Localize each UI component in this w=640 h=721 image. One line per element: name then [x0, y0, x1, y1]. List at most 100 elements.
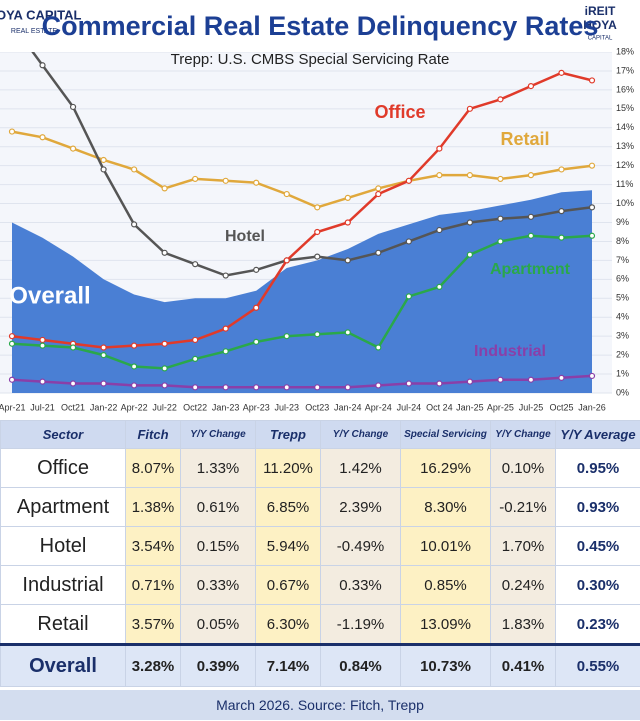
- value-cell: 3.54%: [125, 526, 181, 566]
- point: [375, 382, 382, 389]
- point: [161, 340, 168, 347]
- point: [375, 185, 382, 192]
- header-cell: Y/Y Change: [320, 420, 401, 449]
- point: [588, 77, 596, 84]
- point: [466, 105, 473, 112]
- point: [192, 355, 199, 362]
- point: [344, 194, 351, 201]
- value-cell: 0.84%: [320, 643, 401, 687]
- x-tick-label: Jul-25: [519, 402, 544, 412]
- logo-right-tag: CAPITAL: [588, 36, 613, 42]
- logo-left-sub: REAL ESTATE: [11, 28, 57, 35]
- point: [527, 376, 535, 383]
- point: [436, 283, 443, 291]
- x-tick-label: Jan-23: [212, 402, 240, 412]
- x-tick-label: Oct21: [61, 402, 85, 412]
- value-cell: 0.95%: [555, 448, 640, 488]
- x-tick-label: Apr-21: [0, 402, 26, 412]
- y-tick-label: 12%: [616, 160, 634, 170]
- point: [558, 166, 565, 173]
- value-cell: 0.41%: [490, 643, 556, 687]
- chart: HOYA CAPITAL REAL ESTATE iREIT HOYA CAPI…: [0, 4, 635, 413]
- value-cell: 13.09%: [400, 604, 491, 645]
- point: [466, 378, 473, 385]
- point: [375, 249, 382, 256]
- point: [436, 380, 443, 387]
- point: [558, 374, 565, 381]
- point: [466, 219, 473, 226]
- value-cell: 0.33%: [180, 565, 256, 605]
- value-cell: 0.45%: [555, 526, 640, 566]
- point: [314, 204, 321, 211]
- y-tick-label: 1%: [616, 368, 629, 378]
- point: [222, 348, 229, 355]
- value-cell: 0.23%: [555, 604, 640, 645]
- y-tick-label: 15%: [616, 103, 634, 113]
- point: [436, 145, 443, 152]
- x-tick-label: Apr-23: [243, 402, 270, 412]
- point: [39, 134, 46, 141]
- point: [69, 380, 77, 387]
- point: [314, 331, 321, 338]
- x-tick-label: Jan-22: [90, 402, 118, 412]
- point: [436, 226, 443, 234]
- series-label: Apartment: [490, 261, 571, 278]
- header-cell: Y/Y Average: [555, 420, 640, 449]
- point: [436, 172, 443, 179]
- x-tick-label: Jan-25: [456, 402, 484, 412]
- x-tick-label: Jul-24: [397, 402, 422, 412]
- point: [253, 338, 260, 345]
- value-cell: 7.14%: [255, 643, 321, 687]
- series-label: Office: [374, 102, 425, 122]
- point: [405, 293, 412, 300]
- point: [283, 190, 290, 198]
- point: [527, 172, 535, 179]
- value-cell: 11.20%: [255, 448, 321, 488]
- sector-cell: Apartment: [0, 487, 126, 527]
- value-cell: 2.39%: [320, 487, 401, 527]
- point: [161, 365, 168, 372]
- line: [11, 71, 593, 349]
- point: [131, 363, 138, 370]
- line: [11, 234, 593, 370]
- value-cell: 1.70%: [490, 526, 556, 566]
- y-tick-label: 11%: [616, 179, 633, 189]
- point: [222, 325, 229, 332]
- point: [100, 166, 107, 173]
- value-cell: 1.38%: [125, 487, 181, 527]
- sector-cell: Retail: [0, 604, 126, 645]
- value-cell: 10.73%: [400, 643, 491, 687]
- point: [69, 344, 77, 351]
- value-cell: -1.19%: [320, 604, 401, 645]
- header-cell: Y/Y Change: [180, 420, 256, 449]
- point: [405, 177, 412, 184]
- y-tick-label: 13%: [616, 141, 634, 151]
- point: [344, 384, 351, 391]
- value-cell: 0.33%: [320, 565, 401, 605]
- line: [11, 130, 593, 209]
- table-row: Industrial 0.71% 0.33% 0.67% 0.33% 0.85% 0.24%…: [0, 565, 640, 605]
- point: [588, 232, 596, 239]
- value-cell: 8.30%: [400, 487, 491, 527]
- table-row: Hotel 3.54% 0.15% 5.94% -0.49% 10.01% 1.70% 0.4…: [0, 526, 640, 566]
- line: [31, 52, 593, 277]
- point: [253, 384, 260, 391]
- point: [69, 145, 77, 152]
- point: [314, 384, 321, 391]
- point: [131, 166, 138, 173]
- y-tick-label: 18%: [616, 46, 634, 56]
- x-tick-label: Jul-23: [274, 402, 299, 412]
- value-cell: 5.94%: [255, 526, 321, 566]
- header-cell: Fitch: [125, 420, 181, 449]
- header-cell: Trepp: [255, 420, 321, 449]
- x-tick-label: Oct22: [183, 402, 207, 412]
- value-cell: 6.30%: [255, 604, 321, 645]
- table-row: Apartment 1.38% 0.61% 6.85% 2.39% 8.30% -0.21%…: [0, 487, 640, 527]
- point: [131, 221, 138, 228]
- sector-cell: Industrial: [0, 565, 126, 605]
- value-cell: -0.21%: [490, 487, 556, 527]
- value-cell: 1.83%: [490, 604, 556, 645]
- point: [8, 333, 16, 340]
- point: [8, 340, 16, 347]
- point: [527, 232, 535, 239]
